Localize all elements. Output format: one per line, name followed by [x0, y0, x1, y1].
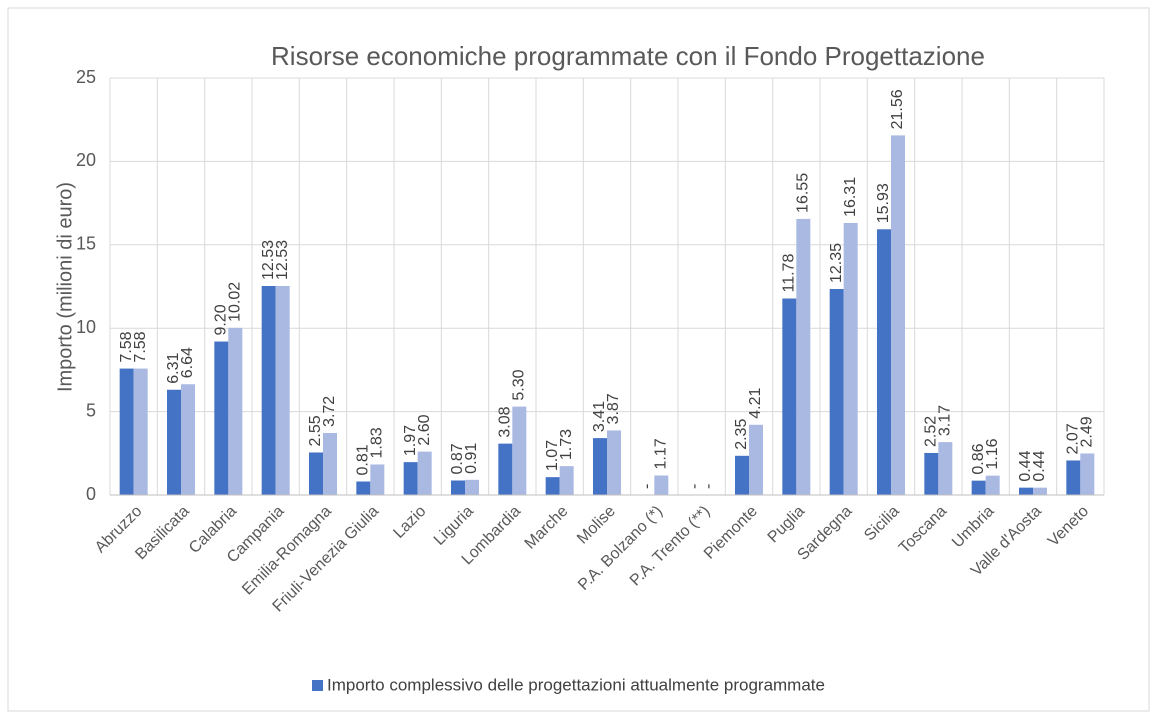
- data-label: 2.49: [1079, 416, 1096, 447]
- bar: [275, 285, 290, 495]
- data-label: 1.83: [369, 427, 386, 458]
- data-label: 12.53: [274, 240, 291, 280]
- y-tick-label: 5: [86, 400, 96, 420]
- bar: [843, 222, 858, 495]
- bar: [735, 455, 749, 495]
- bar: [877, 229, 891, 495]
- data-label: 2.35: [733, 419, 750, 450]
- y-tick-label: 0: [86, 484, 96, 504]
- bar: [214, 341, 229, 495]
- bar: [451, 480, 465, 495]
- bar: [309, 452, 323, 495]
- data-label: 10.02: [227, 282, 244, 322]
- bar: [829, 289, 844, 495]
- data-label: 1.73: [558, 429, 575, 460]
- bar: [1080, 453, 1095, 495]
- bar: [403, 462, 418, 495]
- data-label: 4.21: [747, 388, 764, 419]
- data-label: 0.91: [463, 443, 480, 474]
- bar: [607, 430, 621, 495]
- bar: [228, 327, 243, 495]
- bar: [465, 479, 479, 495]
- bar: [1066, 460, 1081, 495]
- y-tick-label: 10: [76, 317, 96, 337]
- data-label: 16.55: [795, 173, 812, 213]
- bar: [1019, 487, 1033, 495]
- bar: [417, 451, 432, 495]
- bar: [938, 442, 953, 495]
- y-tick-label: 20: [76, 150, 96, 170]
- data-label: 5.30: [511, 369, 528, 400]
- bar: [119, 368, 134, 495]
- bar: [545, 477, 560, 495]
- data-label: 0.87: [449, 443, 466, 474]
- data-label: 2.07: [1065, 423, 1082, 454]
- data-label: 2.60: [416, 414, 433, 445]
- legend-swatch: [312, 680, 324, 691]
- data-label: 3.08: [497, 406, 514, 437]
- chart-title: Risorse economiche programmate con il Fo…: [271, 41, 985, 71]
- bar: [1033, 487, 1047, 495]
- y-tick-label: 15: [76, 234, 96, 254]
- data-label: -: [686, 484, 703, 489]
- data-label: 0.44: [1031, 450, 1048, 481]
- data-label: 3.72: [321, 396, 338, 427]
- bar: [924, 452, 939, 495]
- bar: [559, 466, 574, 495]
- bar: [512, 406, 527, 495]
- bar: [593, 438, 607, 495]
- bar: [370, 464, 385, 495]
- bar: [498, 443, 513, 495]
- y-tick-label: 25: [76, 67, 96, 87]
- bar: [891, 135, 905, 495]
- data-label: -: [639, 484, 656, 489]
- data-label: 15.93: [875, 183, 892, 223]
- bar: [749, 424, 763, 495]
- data-label: 6.64: [179, 347, 196, 378]
- data-label: 1.97: [402, 425, 419, 456]
- data-label: 7.58: [118, 331, 135, 362]
- bar: [985, 475, 1000, 495]
- data-label: 12.53: [260, 240, 277, 280]
- data-label: 1.17: [653, 438, 670, 469]
- y-axis-label: Importo (milioni di euro): [54, 182, 76, 392]
- bar: [261, 285, 276, 495]
- bar: [654, 475, 669, 495]
- bar: [356, 481, 371, 495]
- data-label: 0.81: [355, 444, 372, 475]
- data-label: 11.78: [781, 254, 798, 293]
- bar: [133, 368, 148, 495]
- bar: [167, 389, 181, 495]
- data-label: 1.16: [984, 438, 1001, 469]
- bar: [323, 432, 337, 495]
- data-label: 0.44: [1017, 450, 1034, 481]
- bar: [181, 384, 195, 495]
- legend-label: Importo complessivo delle progettazioni …: [327, 675, 825, 694]
- data-label: 2.52: [923, 416, 940, 447]
- data-label: 21.56: [889, 89, 906, 129]
- data-label: 3.41: [591, 401, 608, 432]
- data-label: 1.07: [544, 440, 561, 471]
- data-label: 3.17: [937, 405, 954, 436]
- data-label: 9.20: [213, 304, 230, 335]
- bar: [782, 298, 797, 495]
- bar: [796, 218, 811, 496]
- data-label: -: [700, 484, 717, 489]
- data-label: 0.86: [970, 443, 987, 474]
- data-label: 3.87: [605, 393, 622, 424]
- data-label: 2.55: [307, 415, 324, 446]
- chart-frame: [7, 7, 1150, 712]
- bar: [971, 480, 986, 495]
- data-label: 12.35: [828, 243, 845, 283]
- data-label: 6.31: [165, 353, 182, 384]
- data-label: 16.31: [842, 177, 859, 217]
- data-label: 7.58: [132, 331, 149, 362]
